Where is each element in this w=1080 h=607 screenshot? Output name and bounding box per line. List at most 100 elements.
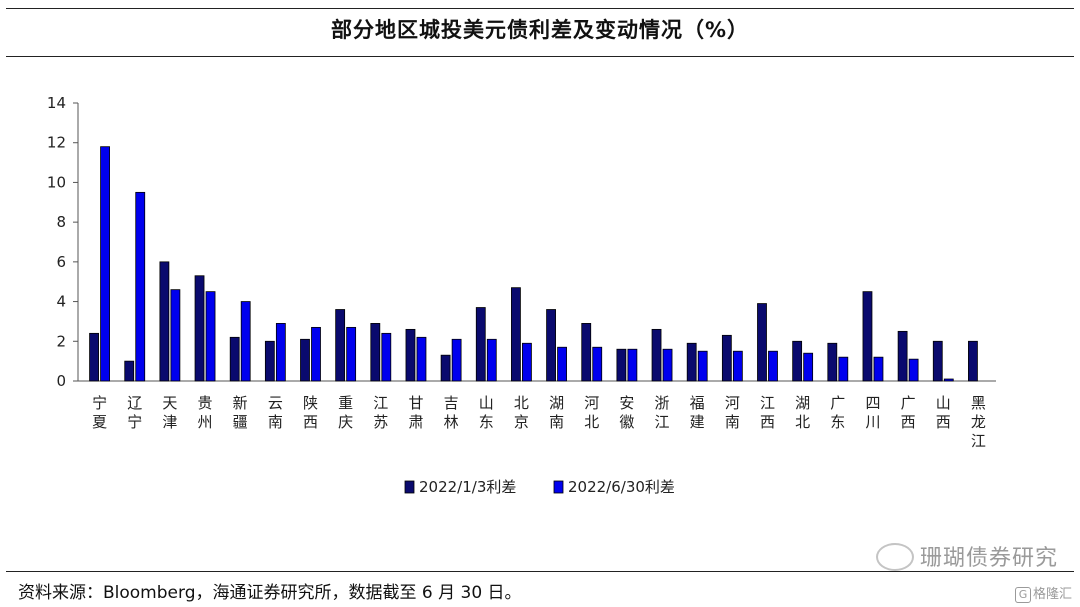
x-category-label: 吉林 — [444, 394, 459, 431]
bar — [451, 338, 462, 382]
logo: G 格隆汇 — [1014, 583, 1072, 603]
legend-swatch — [553, 480, 564, 494]
bar — [381, 332, 392, 382]
x-category-label: 江西 — [760, 394, 775, 431]
bar — [205, 291, 216, 382]
y-tick-label: 0 — [56, 372, 66, 390]
bar — [170, 289, 181, 382]
bar — [581, 323, 592, 382]
x-category-label: 陕西 — [303, 394, 318, 431]
x-category-label: 山东 — [479, 394, 494, 431]
bar — [405, 328, 416, 382]
bar — [335, 309, 346, 382]
wechat-icon — [875, 543, 914, 571]
bar — [908, 358, 919, 382]
y-tick-label: 2 — [56, 332, 66, 350]
legend-label: 2022/1/3利差 — [419, 478, 516, 496]
logo-icon: G — [1014, 587, 1031, 603]
chart-title: 部分地区城投美元债利差及变动情况（%） — [330, 18, 750, 42]
bar — [240, 301, 251, 382]
bar — [100, 146, 110, 382]
bar — [370, 323, 381, 382]
x-category-label: 江苏 — [373, 394, 388, 431]
bar — [440, 354, 451, 382]
x-category-label: 浙江 — [655, 394, 670, 431]
bar — [511, 287, 521, 382]
y-tick-label: 4 — [56, 293, 66, 311]
bar — [627, 348, 638, 382]
x-category-label: 河北 — [584, 394, 599, 431]
bar — [346, 326, 357, 382]
x-category-label: 贵州 — [198, 394, 213, 431]
bar — [732, 350, 743, 382]
bar — [968, 340, 978, 382]
bar — [546, 309, 556, 382]
watermark-text: 珊瑚债券研究 — [919, 546, 1058, 571]
bar — [616, 348, 627, 382]
legend-swatch — [404, 480, 415, 494]
bar — [229, 336, 240, 382]
y-tick-label: 14 — [47, 94, 66, 112]
bar — [873, 356, 884, 382]
bar — [897, 330, 908, 382]
bar — [416, 336, 427, 382]
x-category-label: 辽宁 — [127, 394, 142, 431]
bar — [159, 261, 170, 382]
bar — [768, 350, 778, 382]
x-category-label: 福建 — [690, 394, 705, 431]
bar — [311, 326, 321, 382]
legend-label: 2022/6/30利差 — [568, 478, 675, 496]
title-rule — [6, 56, 1074, 57]
x-category-label: 湖北 — [795, 394, 810, 431]
x-category-label: 重庆 — [338, 394, 353, 431]
bar — [522, 342, 532, 382]
bar — [943, 378, 954, 382]
bar — [757, 303, 767, 382]
bar — [475, 307, 486, 382]
bar — [557, 346, 567, 382]
x-category-label: 山西 — [936, 394, 951, 431]
y-tick-label: 12 — [47, 134, 66, 152]
bottom-rule — [6, 571, 1074, 572]
y-tick-label: 6 — [56, 253, 66, 271]
x-category-label: 安徽 — [619, 394, 634, 431]
x-category-label: 甘肃 — [408, 394, 423, 431]
x-category-label: 四川 — [865, 394, 880, 431]
x-category-label: 河南 — [725, 394, 740, 431]
bar — [135, 191, 146, 382]
y-tick-label: 10 — [47, 173, 66, 191]
bar — [686, 342, 697, 382]
bar — [89, 332, 99, 382]
bar — [803, 352, 814, 382]
x-category-label: 黑龙江 — [971, 394, 986, 450]
x-category-label: 广东 — [830, 394, 845, 431]
bar — [792, 340, 803, 382]
x-category-label: 北京 — [514, 394, 529, 431]
bar — [662, 348, 673, 382]
bar — [264, 340, 275, 382]
bar — [932, 340, 943, 382]
x-category-label: 云南 — [268, 394, 283, 431]
logo-text: 格隆汇 — [1032, 587, 1072, 602]
watermark: 珊瑚债券研究 — [875, 540, 1058, 573]
bar — [838, 356, 849, 382]
x-category-label: 宁夏 — [92, 394, 107, 431]
bar — [194, 275, 205, 382]
bar — [486, 338, 497, 382]
source-note: 资料来源：Bloomberg，海通证券研究所，数据截至 6 月 30 日。 — [18, 583, 522, 603]
bar — [721, 334, 732, 382]
bar — [651, 328, 662, 382]
bar — [300, 338, 310, 382]
bar — [827, 342, 838, 382]
bar — [592, 346, 603, 382]
bar — [124, 360, 135, 382]
bar — [275, 323, 286, 382]
y-tick-label: 8 — [56, 213, 66, 231]
bar — [862, 291, 873, 382]
x-category-label: 天津 — [162, 394, 177, 431]
x-category-label: 新疆 — [233, 394, 248, 431]
x-category-label: 湖南 — [549, 394, 564, 431]
bar — [697, 350, 708, 382]
x-category-label: 广西 — [901, 394, 916, 431]
bar-chart: 02468101214宁夏辽宁天津贵州新疆云南陕西重庆江苏甘肃吉林山东北京湖南河… — [47, 94, 996, 496]
